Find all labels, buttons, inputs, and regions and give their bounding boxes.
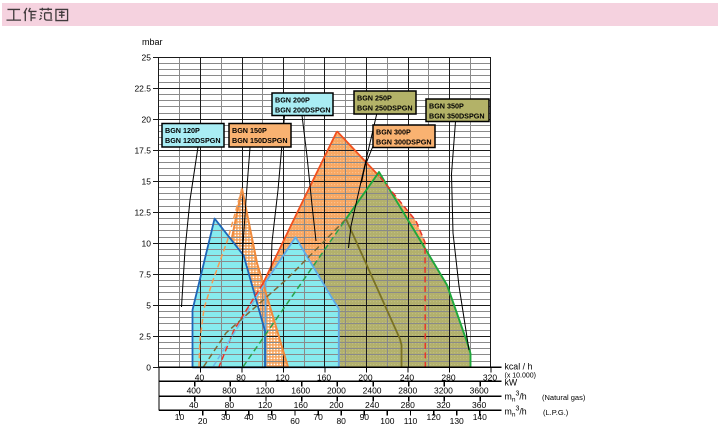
svg-text:5: 5 [146,300,151,310]
svg-text:280: 280 [441,372,455,382]
svg-text:7.5: 7.5 [139,269,151,279]
svg-text:20: 20 [198,416,208,426]
svg-text:2.5: 2.5 [139,331,151,341]
svg-text:10: 10 [175,412,185,422]
svg-text:360: 360 [472,400,486,410]
svg-text:160: 160 [317,372,331,382]
svg-text:70: 70 [313,412,323,422]
svg-text:130: 130 [450,416,464,426]
svg-text:BGN 200DSPGN: BGN 200DSPGN [275,106,331,115]
svg-text:240: 240 [365,400,379,410]
svg-text:(Natural gas): (Natural gas) [542,393,586,402]
svg-text:mbar: mbar [142,37,163,47]
svg-text:120: 120 [275,372,289,382]
svg-text:100: 100 [380,416,394,426]
svg-text:120: 120 [427,412,441,422]
svg-text:240: 240 [400,372,414,382]
svg-text:80: 80 [336,416,346,426]
svg-text:17.5: 17.5 [134,145,151,155]
svg-text:0: 0 [146,362,151,372]
svg-text:mn3/h: mn3/h [505,406,527,419]
svg-text:160: 160 [294,400,308,410]
svg-text:20: 20 [142,114,152,124]
svg-text:(x 10.000): (x 10.000) [505,373,537,380]
svg-text:25: 25 [142,52,152,62]
svg-text:2000: 2000 [327,385,346,395]
svg-text:BGN 300P: BGN 300P [376,128,411,137]
svg-text:30: 30 [221,412,231,422]
svg-text:BGN 350P: BGN 350P [429,102,464,111]
svg-text:80: 80 [236,372,246,382]
svg-text:200: 200 [329,400,343,410]
svg-text:BGN 150DSPGN: BGN 150DSPGN [232,136,288,145]
svg-text:BGN 120DSPGN: BGN 120DSPGN [165,136,221,145]
svg-text:40: 40 [195,372,205,382]
svg-text:320: 320 [483,372,497,382]
svg-text:200: 200 [358,372,372,382]
svg-text:2400: 2400 [363,385,382,395]
svg-text:22.5: 22.5 [134,83,151,93]
svg-text:BGN 250DSPGN: BGN 250DSPGN [357,104,413,113]
svg-text:90: 90 [360,412,370,422]
svg-text:140: 140 [473,412,487,422]
svg-text:BGN 300DSPGN: BGN 300DSPGN [376,138,432,147]
svg-text:(L.P.G.): (L.P.G.) [543,408,569,417]
svg-text:BGN 150P: BGN 150P [232,126,267,135]
svg-text:80: 80 [225,400,235,410]
svg-text:3200: 3200 [434,385,453,395]
svg-text:1600: 1600 [291,385,310,395]
svg-text:mn3/h: mn3/h [505,391,527,404]
svg-text:15: 15 [142,176,152,186]
svg-text:40: 40 [244,412,254,422]
svg-text:60: 60 [290,416,300,426]
svg-text:BGN 200P: BGN 200P [275,96,310,105]
svg-text:3600: 3600 [470,385,489,395]
svg-text:10: 10 [142,238,152,248]
svg-text:50: 50 [267,412,277,422]
svg-text:400: 400 [187,385,201,395]
svg-text:BGN 350DSPGN: BGN 350DSPGN [429,112,485,121]
svg-text:120: 120 [258,400,272,410]
svg-text:12.5: 12.5 [134,207,151,217]
svg-text:1200: 1200 [256,385,275,395]
svg-text:kW: kW [505,378,518,388]
svg-text:2800: 2800 [398,385,417,395]
svg-text:BGN 250P: BGN 250P [357,94,392,103]
svg-text:110: 110 [404,416,418,426]
svg-text:800: 800 [222,385,236,395]
svg-text:40: 40 [189,400,199,410]
svg-text:BGN 120P: BGN 120P [165,126,200,135]
svg-text:280: 280 [401,400,415,410]
svg-text:320: 320 [436,400,450,410]
svg-text:kcal / h: kcal / h [505,362,533,372]
